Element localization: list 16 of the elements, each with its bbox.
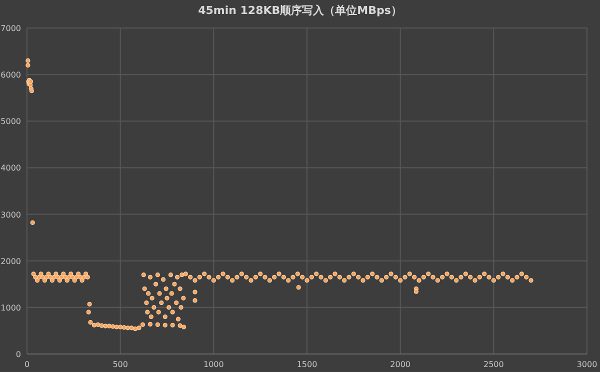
x-tick-label: 500 [112, 360, 128, 369]
y-tick-label: 4000 [0, 164, 21, 173]
x-tick-label: 1000 [203, 360, 224, 369]
chart-title: 45min 128KB顺序写入（单位MBps） [198, 4, 402, 17]
y-tick-label: 7000 [0, 24, 21, 33]
x-tick-label: 0 [24, 360, 30, 369]
y-tick-label: 6000 [0, 70, 21, 80]
y-tick-label: 2000 [0, 256, 21, 266]
y-tick-label: 1000 [0, 303, 21, 312]
x-tick-label: 2000 [390, 360, 411, 369]
x-tick-label: 1500 [296, 360, 318, 369]
y-tick-label: 5000 [0, 117, 21, 126]
y-tick-label: 0 [16, 350, 21, 359]
x-tick-label: 2500 [483, 360, 504, 369]
y-tick-label: 3000 [0, 210, 21, 220]
x-tick-label: 3000 [576, 360, 598, 369]
